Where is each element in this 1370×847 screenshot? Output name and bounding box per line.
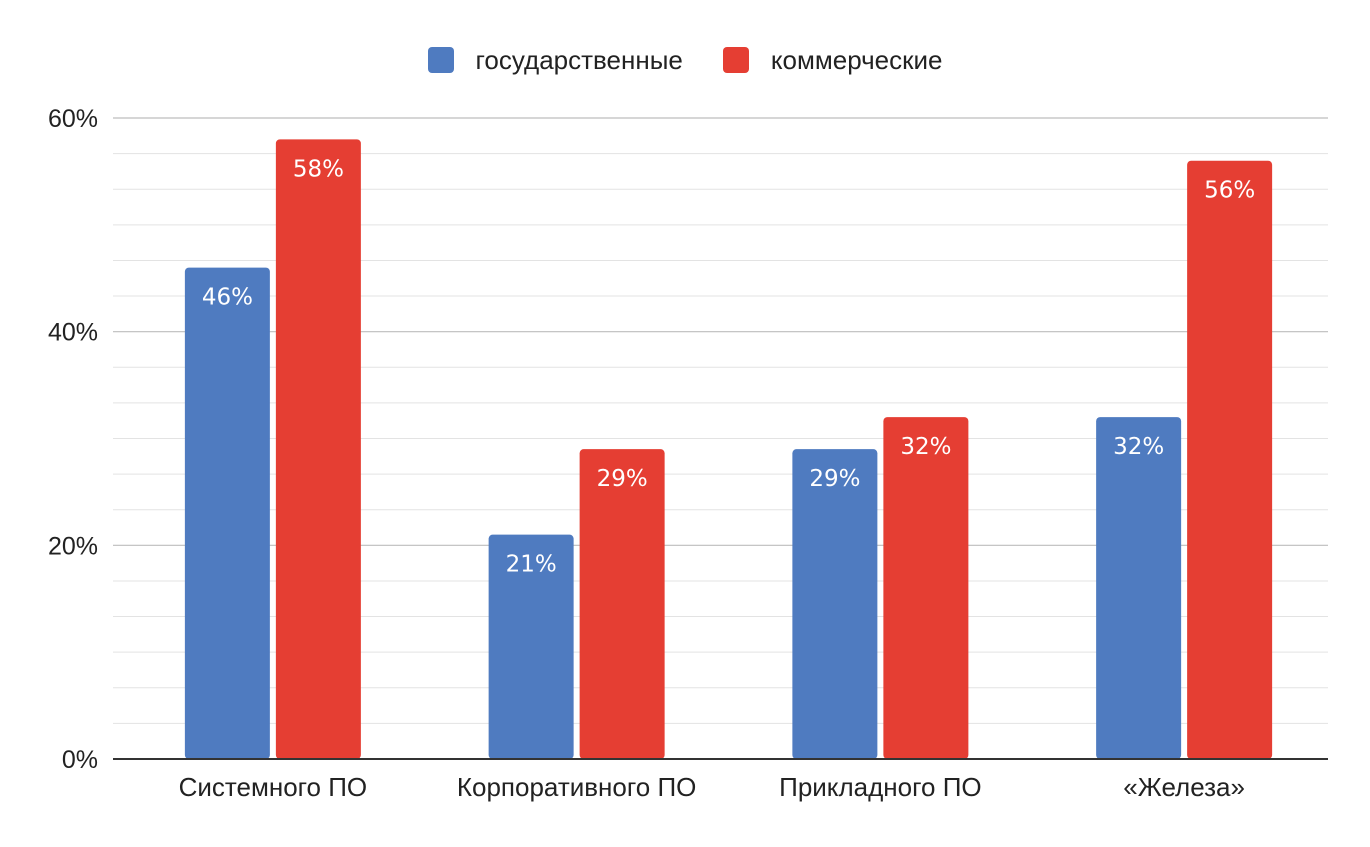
bar-value-label: 56% [1204, 178, 1255, 204]
bar-commercial [579, 449, 665, 759]
bar-gov [184, 267, 270, 759]
bar-value-label: 46% [202, 285, 253, 311]
legend-item-gov: государственные [427, 44, 683, 76]
x-category-label: Прикладного ПО [779, 772, 981, 802]
bar-gov [792, 449, 878, 759]
bar-commercial [1187, 160, 1273, 759]
y-tick-label: 60% [48, 105, 98, 133]
x-category-label: Корпоративного ПО [457, 772, 697, 802]
legend-item-commercial: коммерческие [722, 44, 943, 76]
bar-value-label: 29% [597, 466, 648, 492]
bar-gov [488, 534, 574, 759]
bar-gov [1096, 417, 1182, 759]
chart-legend: государственные коммерческие [0, 40, 1370, 80]
bar-value-label: 32% [1113, 434, 1164, 460]
legend-label-gov: государственные [475, 44, 683, 75]
bar-value-label: 21% [506, 552, 557, 578]
legend-swatch-commercial [722, 47, 749, 73]
y-tick-label: 40% [48, 319, 98, 347]
y-tick-label: 20% [48, 532, 98, 560]
x-category-label: Системного ПО [179, 772, 368, 802]
bar-value-label: 58% [293, 156, 344, 182]
legend-label-commercial: коммерческие [770, 44, 943, 75]
bar-value-label: 29% [809, 466, 860, 492]
bar-value-label: 32% [900, 434, 951, 460]
bar-commercial [883, 417, 969, 759]
legend-swatch-gov [427, 47, 454, 73]
bar-commercial [275, 139, 361, 759]
y-tick-label: 0% [62, 746, 98, 774]
x-category-label: «Железа» [1123, 772, 1245, 802]
